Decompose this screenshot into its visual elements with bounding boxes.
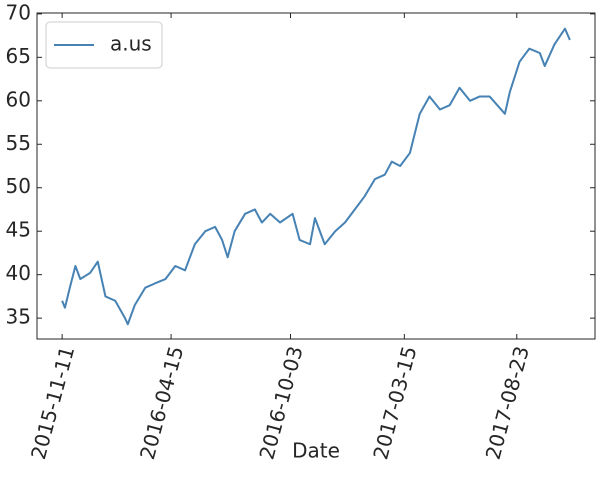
y-tick-label: 60: [6, 87, 31, 111]
y-tick-label: 70: [6, 0, 31, 24]
x-axis-label: Date: [292, 439, 340, 463]
y-tick-label: 50: [6, 174, 31, 198]
x-tick-label: 2017-08-23: [481, 344, 534, 462]
x-tick-label: 2017-03-15: [368, 344, 421, 462]
y-tick-label: 35: [6, 305, 31, 329]
legend: a.us: [45, 21, 163, 69]
legend-box: [45, 21, 163, 69]
y-tick-label: 65: [6, 44, 31, 68]
y-tick-label: 55: [6, 131, 31, 155]
x-tick-label: 2015-11-11: [26, 344, 79, 462]
plot-frame: [36, 12, 596, 340]
legend-label: a.us: [110, 32, 152, 56]
y-tick-label: 45: [6, 218, 31, 242]
x-tick-label: 2016-04-15: [135, 344, 188, 462]
y-tick-label: 40: [6, 261, 31, 285]
data-line: [61, 27, 571, 326]
